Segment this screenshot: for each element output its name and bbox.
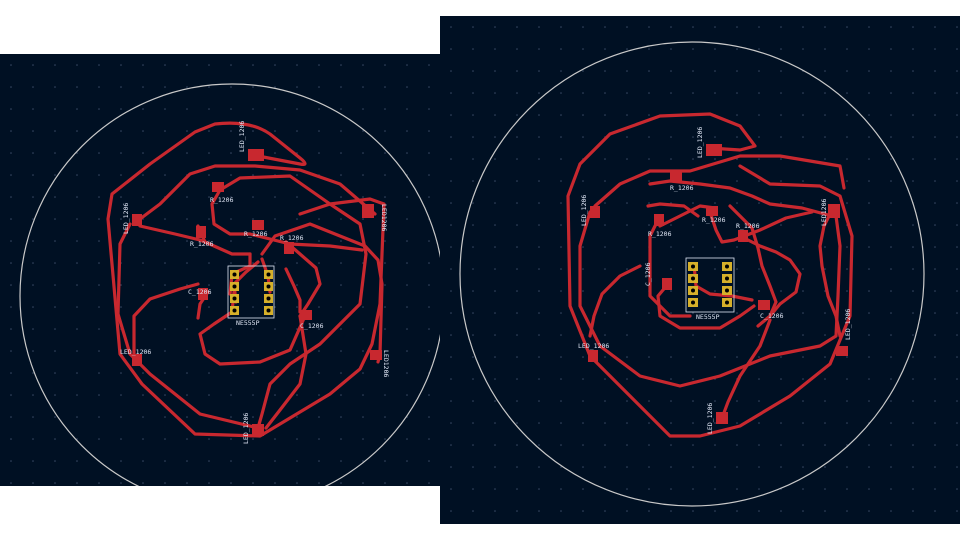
ic-footprint <box>227 265 275 319</box>
r-top-label: R_1206 <box>670 184 694 192</box>
copper-traces <box>566 112 854 438</box>
led-bottom-right-label: LED_1206 <box>844 309 852 340</box>
c-left-label: C_1206 <box>188 288 212 296</box>
led-right-label: LED1206 <box>820 199 828 226</box>
grid-dots <box>10 64 430 484</box>
led-left-label: LED_1206 <box>580 195 588 226</box>
r-mid-label: R_1206 <box>648 230 672 238</box>
r-right-label: R_1206 <box>280 234 304 242</box>
smd-pads <box>588 144 848 424</box>
led-bottom-left-label: LED_1206 <box>578 342 609 350</box>
led-right-label: LED1206 <box>380 204 388 231</box>
led-top-label: LED_1206 <box>238 121 246 152</box>
silkscreen-labels: LED_1206 R_1206 LED_1206 R_1206 R_1206 R… <box>578 127 852 434</box>
grid-dots <box>450 26 958 512</box>
r-center-label: R_1206 <box>702 216 726 224</box>
ic-label: NE555P <box>236 319 260 327</box>
c-right-label: C_1206 <box>300 322 324 330</box>
r-right-label: R_1206 <box>736 222 760 230</box>
board-outline <box>459 41 925 507</box>
smd-pads <box>132 149 382 436</box>
r-mid-label: R_1206 <box>190 240 214 248</box>
ic-footprint <box>685 257 735 313</box>
r-top-label: R_1206 <box>210 196 234 204</box>
pcb-drawing-left: LED_1206 R_1206 LED_1206 R_1206 R_1206 R… <box>10 64 440 486</box>
led-bottom-left-label: LED_1206 <box>120 348 151 356</box>
led-bottom-label: LED_1206 <box>706 403 714 434</box>
c-right-label: C_1206 <box>760 312 784 320</box>
c-left-label: C_1206 <box>644 262 652 286</box>
led-bottom-label: LED_1206 <box>242 413 250 444</box>
ic-label: NE555P <box>696 313 720 321</box>
board-outline <box>19 83 440 486</box>
led-bottom-right-label: LED1206 <box>382 350 390 377</box>
silkscreen-labels: LED_1206 R_1206 LED_1206 R_1206 R_1206 R… <box>120 121 390 444</box>
pcb-canvas-left[interactable]: LED_1206 R_1206 LED_1206 R_1206 R_1206 R… <box>0 54 440 486</box>
pcb-drawing-right: LED_1206 R_1206 LED_1206 R_1206 R_1206 R… <box>450 26 958 512</box>
led-left-label: LED_1206 <box>122 203 130 234</box>
copper-traces <box>106 121 386 438</box>
r-center-label: R_1206 <box>244 230 268 238</box>
pcb-canvas-right[interactable]: LED_1206 R_1206 LED_1206 R_1206 R_1206 R… <box>440 16 960 524</box>
led-top-label: LED_1206 <box>696 127 704 158</box>
